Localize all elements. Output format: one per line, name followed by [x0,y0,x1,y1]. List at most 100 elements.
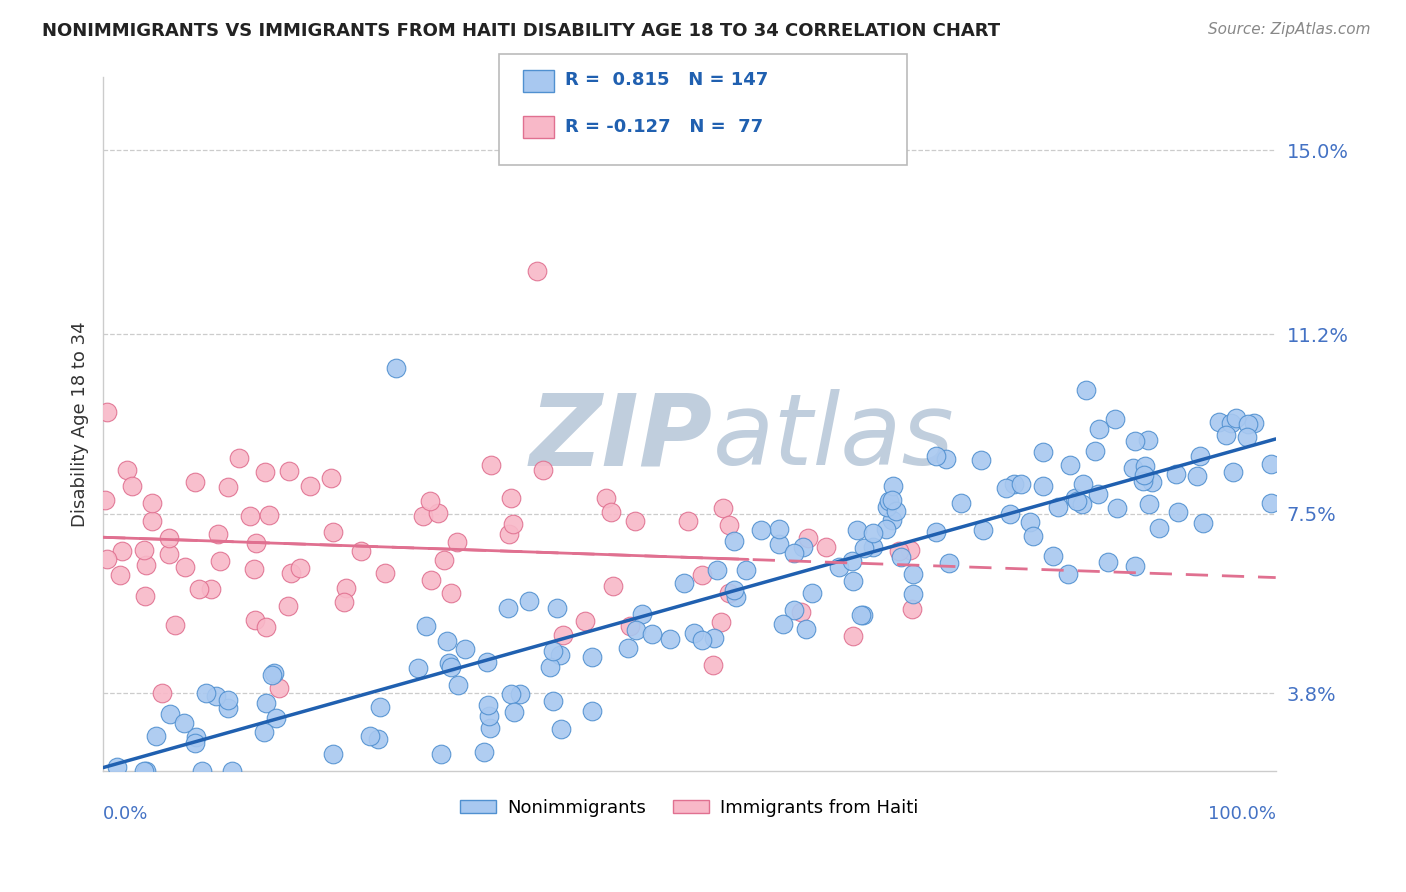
Point [783,603,806,617]
Point [509,687,531,701]
Point [690,567,713,582]
Point [882,513,904,527]
Point [1192,516,1215,530]
Point [553,628,575,642]
Point [208,554,231,568]
Point [322,747,344,762]
Point [478,709,501,723]
Point [1105,501,1128,516]
Point [207,526,229,541]
Point [205,689,228,703]
Y-axis label: Disability Age 18 to 34: Disability Age 18 to 34 [72,321,89,527]
Point [1002,476,1025,491]
Point [676,514,699,528]
Point [546,601,568,615]
Point [253,724,276,739]
Point [1076,383,1098,397]
Point [105,759,128,773]
Point [890,549,912,564]
Point [1010,477,1032,491]
Point [792,541,814,555]
Point [723,583,745,598]
Point [884,504,907,518]
Point [617,641,640,656]
Point [703,631,725,645]
Point [925,450,948,464]
Point [723,533,745,548]
Point [1032,479,1054,493]
Point [1123,559,1146,574]
Point [350,543,373,558]
Point [887,544,910,558]
Text: 100.0%: 100.0% [1208,805,1275,823]
Point [690,632,713,647]
Point [814,540,837,554]
Point [264,711,287,725]
Point [108,567,131,582]
Point [454,642,477,657]
Point [706,563,728,577]
Point [1071,477,1094,491]
Point [1132,474,1154,488]
Point [502,516,524,531]
Point [298,479,321,493]
Point [1140,475,1163,489]
Text: ZIP: ZIP [530,390,713,486]
Point [1219,416,1241,430]
Text: Source: ZipAtlas.com: Source: ZipAtlas.com [1208,22,1371,37]
Point [277,599,299,613]
Point [794,622,817,636]
Point [254,620,277,634]
Point [898,542,921,557]
Point [1185,469,1208,483]
Point [749,523,772,537]
Point [1066,494,1088,508]
Point [538,660,561,674]
Point [1166,467,1188,482]
Point [862,540,884,554]
Point [581,704,603,718]
Point [970,453,993,467]
Point [96,552,118,566]
Point [790,605,813,619]
Point [440,659,463,673]
Point [1125,434,1147,449]
Point [882,479,904,493]
Point [374,566,396,580]
Point [595,491,617,505]
Point [548,648,571,662]
Point [1133,458,1156,473]
Point [602,579,624,593]
Point [526,264,548,278]
Point [256,697,278,711]
Point [134,764,156,778]
Point [877,493,900,508]
Point [735,563,758,577]
Point [903,567,925,582]
Point [501,688,523,702]
Point [157,547,180,561]
Point [994,481,1017,495]
Point [228,451,250,466]
Point [574,615,596,629]
Point [641,627,664,641]
Point [882,492,904,507]
Point [709,615,731,629]
Point [626,623,648,637]
Point [1059,458,1081,472]
Point [335,581,357,595]
Point [1018,515,1040,529]
Point [132,542,155,557]
Point [875,522,897,536]
Point [496,600,519,615]
Point [447,678,470,692]
Point [1064,491,1087,505]
Point [550,722,572,736]
Point [111,544,134,558]
Point [368,700,391,714]
Point [724,591,747,605]
Point [415,619,437,633]
Point [174,560,197,574]
Point [1133,468,1156,483]
Point [165,618,187,632]
